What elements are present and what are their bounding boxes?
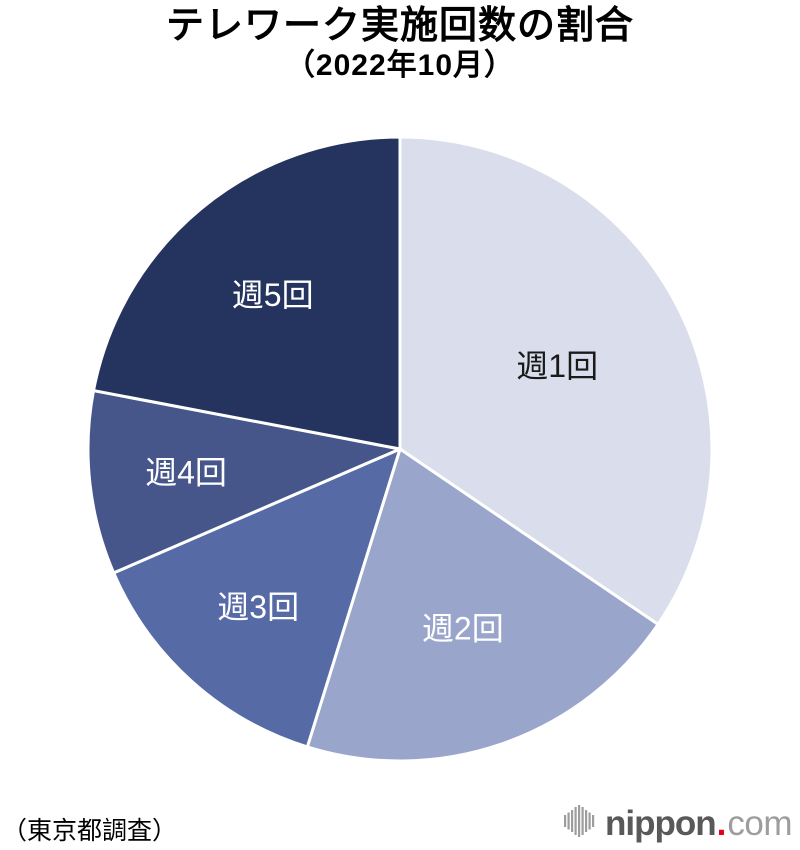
nippon-logo-text: nippon <box>605 804 717 843</box>
pie-slice-label-週3回: 週3回 <box>217 589 299 625</box>
pie-slice-label-週2回: 週2回 <box>422 611 504 647</box>
soundwave-bar <box>571 810 574 832</box>
pie-slice-週5回 <box>92 135 402 451</box>
soundwave-bar <box>574 807 577 835</box>
soundwave-bar <box>564 815 567 827</box>
soundwave-bar <box>581 807 584 835</box>
soundwave-bar <box>567 812 570 830</box>
chart-subtitle: （2022年10月） <box>284 48 516 82</box>
pie-slice-週4回 <box>86 389 402 575</box>
soundwave-bar <box>585 810 588 832</box>
soundwave-icon <box>564 805 595 837</box>
soundwave-bar <box>588 812 591 830</box>
source-note: （東京都調査） <box>2 817 178 845</box>
chart-title: テレワーク実施回数の割合 <box>165 5 634 47</box>
pie-slice-週1回 <box>398 135 714 626</box>
nippon-logo: nippon . com <box>564 804 792 841</box>
soundwave-bar <box>578 805 581 837</box>
pie-slice-週2回 <box>305 447 660 763</box>
pie-slice-label-週5回: 週5回 <box>232 277 314 313</box>
nippon-logo-suffix: com <box>727 804 792 843</box>
chart-header: テレワーク実施回数の割合 （2022年10月） <box>0 5 800 82</box>
pie-slice-label-週1回: 週1回 <box>516 348 598 384</box>
nippon-logo-dot: . <box>716 804 727 843</box>
pie-slice-label-週4回: 週4回 <box>145 455 227 491</box>
pie-slice-週3回 <box>112 447 402 749</box>
soundwave-bar <box>592 815 595 827</box>
